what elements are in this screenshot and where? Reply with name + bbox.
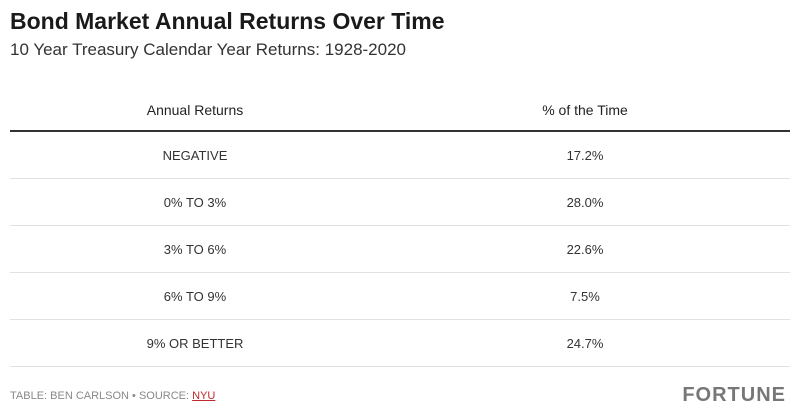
table-row: NEGATIVE 17.2% — [10, 132, 790, 179]
table-cell: 24.7% — [566, 335, 604, 351]
table-cell: 6% TO 9% — [163, 288, 227, 304]
logo: FORTUNE — [682, 384, 786, 406]
table-row: 0% TO 3% 28.0% — [10, 179, 790, 226]
table-cell: 17.2% — [566, 147, 604, 163]
table-cell: 7.5% — [570, 288, 600, 304]
table-cell: 28.0% — [566, 194, 604, 210]
title: Bond Market Annual Returns Over Time — [10, 8, 445, 34]
table-row: 3% TO 6% 22.6% — [10, 226, 790, 273]
column-header: % of the Time — [542, 102, 628, 118]
table-cell: 9% OR BETTER — [146, 335, 244, 351]
column-header: Annual Returns — [146, 102, 244, 118]
table-row: 6% TO 9% 7.5% — [10, 273, 790, 320]
source-link[interactable]: NYU — [192, 390, 216, 402]
credit: TABLE: BEN CARLSON • SOURCE: — [10, 390, 190, 402]
footer: TABLE: BEN CARLSON • SOURCE: NYU — [10, 390, 215, 402]
subtitle: 10 Year Treasury Calendar Year Returns: … — [10, 40, 406, 59]
table-cell: 22.6% — [566, 241, 604, 257]
table-cell: NEGATIVE — [162, 147, 228, 163]
header-row: Annual Returns % of the Time — [10, 90, 790, 132]
table-cell: 3% TO 6% — [163, 241, 227, 257]
table: Annual Returns % of the Time NEGATIVE 17.… — [10, 90, 790, 367]
table-cell: 0% TO 3% — [163, 194, 227, 210]
table-row: 9% OR BETTER 24.7% — [10, 320, 790, 367]
